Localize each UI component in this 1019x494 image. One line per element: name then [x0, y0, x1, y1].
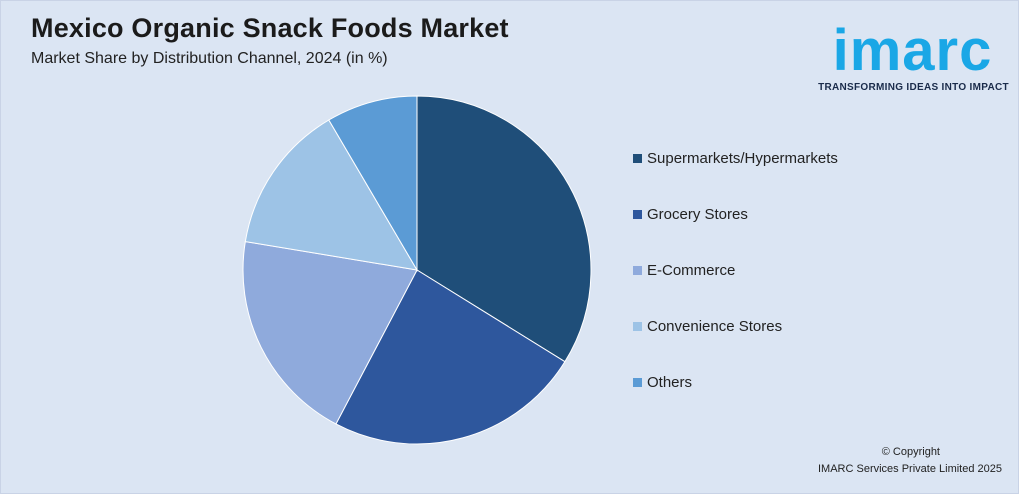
legend-swatch — [633, 321, 642, 331]
pie-slice-supermarkets-hypermarkets — [416, 95, 592, 363]
legend-label: Grocery Stores — [647, 206, 748, 223]
legend-item: Convenience Stores — [633, 317, 782, 337]
legend-swatch — [633, 377, 642, 387]
legend-swatch — [633, 265, 642, 275]
legend-swatch — [633, 153, 642, 163]
pie-chart — [242, 95, 592, 445]
legend-item: Supermarkets/Hypermarkets — [633, 149, 838, 169]
chart-title: Mexico Organic Snack Foods Market — [31, 13, 509, 43]
pie-slice-others — [328, 95, 418, 272]
copyright-label: © Copyright — [881, 446, 940, 458]
legend-label: Others — [647, 374, 693, 391]
logo-tagline: TRANSFORMING IDEAS INTO IMPACT — [818, 82, 1009, 93]
pie-slice-e-commerce — [242, 240, 418, 425]
legend-swatch — [633, 209, 642, 219]
copyright-block: © Copyright IMARC Services Private Limit… — [818, 444, 1002, 478]
legend-item: Grocery Stores — [633, 205, 748, 225]
legend-label: E-Commerce — [647, 262, 736, 279]
copyright-company: IMARC Services Private Limited 2025 — [817, 463, 1002, 475]
legend-item: E-Commerce — [633, 261, 735, 281]
imarc-logo: imarc TRANSFORMING IDEAS INTO IMPACT — [815, 13, 1010, 98]
legend-label: Convenience Stores — [647, 318, 783, 335]
legend-label: Supermarkets/Hypermarkets — [647, 150, 838, 167]
legend-item: Others — [633, 373, 692, 393]
chart-subtitle: Market Share by Distribution Channel, 20… — [31, 50, 388, 67]
pie-slice-convenience-stores — [244, 119, 418, 271]
pie-slice-grocery-stores — [335, 269, 566, 445]
logo-wordmark: imarc — [832, 18, 993, 83]
